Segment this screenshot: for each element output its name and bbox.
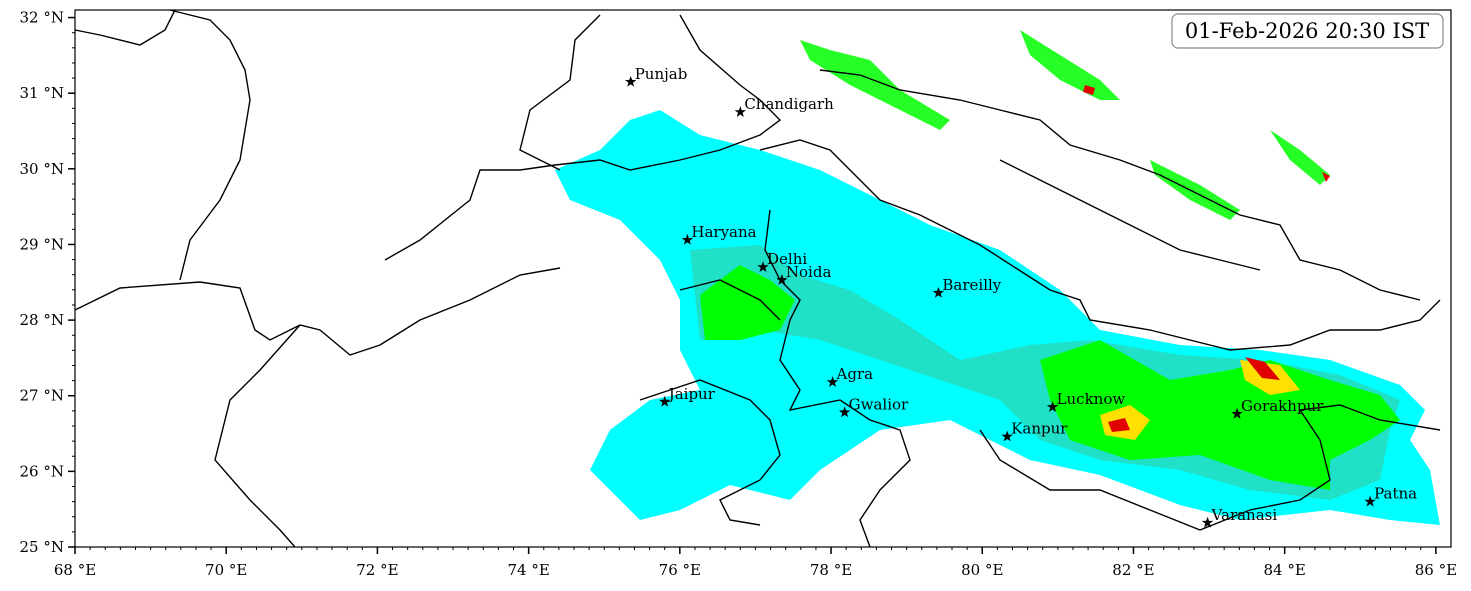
timestamp-box — [1171, 13, 1444, 49]
city-label: Varanasi — [1211, 506, 1278, 524]
city-label: Haryana — [691, 223, 756, 241]
borders — [74, 9, 1441, 548]
city-marker — [734, 106, 746, 117]
precipitation — [555, 30, 1440, 525]
x-tick-label: 76 °E — [659, 561, 701, 579]
city-marker — [838, 406, 851, 418]
x-tick-label: 74 °E — [507, 561, 549, 579]
city-label: Delhi — [767, 250, 807, 268]
x-tick-label: 80 °E — [961, 561, 1003, 579]
city-marker — [932, 286, 945, 298]
city-label: Noida — [786, 263, 832, 281]
city-marker — [776, 274, 788, 285]
x-tick-label: 84 °E — [1264, 561, 1306, 579]
city-label: Jaipur — [667, 385, 716, 403]
city-label: Punjab — [635, 65, 688, 83]
timestamp: 01-Feb-2026 20:30 IST — [1185, 19, 1429, 43]
city-label: Gwalior — [849, 395, 909, 413]
city-label: Gorakhpur — [1241, 397, 1324, 415]
city-label: Patna — [1374, 485, 1417, 503]
y-tick-label: 32 °N — [20, 9, 64, 27]
x-tick-label: 82 °E — [1112, 561, 1154, 579]
city-label: Agra — [836, 365, 874, 383]
city-marker — [1046, 401, 1059, 412]
y-tick-label: 25 °N — [20, 538, 64, 556]
x-tick-label: 78 °E — [810, 561, 852, 579]
city-label: Lucknow — [1057, 390, 1126, 408]
city-marker — [1001, 430, 1013, 442]
city-marker — [659, 395, 671, 407]
y-tick-label: 27 °N — [20, 387, 64, 405]
city-marker — [1364, 495, 1376, 507]
plot-frame — [74, 9, 1452, 548]
city-marker — [757, 261, 769, 272]
city-marker — [826, 376, 839, 387]
city-marker — [681, 233, 694, 245]
city-marker — [625, 75, 637, 87]
city-marker — [1231, 407, 1243, 419]
city-marker — [1201, 516, 1214, 528]
y-tick-label: 30 °N — [20, 160, 64, 178]
y-tick-label: 26 °N — [20, 462, 64, 480]
city-label: Bareilly — [942, 276, 1001, 294]
x-tick-label: 68 °E — [54, 561, 96, 579]
city-label: Chandigarh — [744, 95, 834, 113]
x-tick-label: 70 °E — [205, 561, 247, 579]
y-tick-label: 31 °N — [20, 84, 64, 102]
city-label: Kanpur — [1011, 420, 1068, 438]
x-tick-label: 86 °E — [1415, 561, 1457, 579]
x-tick-label: 72 °E — [356, 561, 398, 579]
y-tick-label: 29 °N — [20, 235, 64, 253]
y-tick-label: 28 °N — [20, 311, 64, 329]
